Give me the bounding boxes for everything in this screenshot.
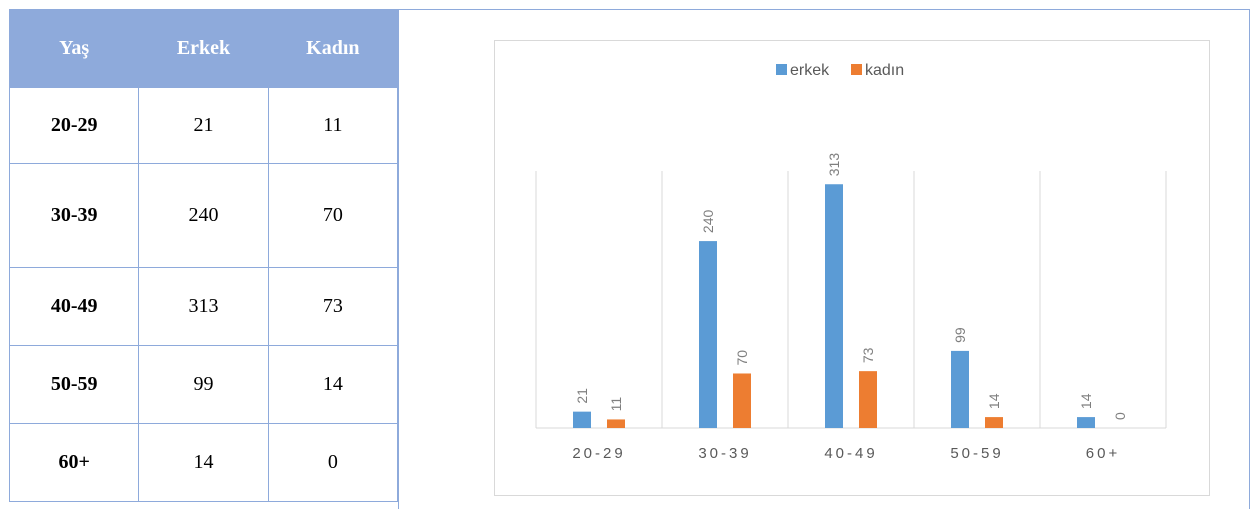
row-erkek: 14: [138, 423, 269, 502]
data-label: 21: [574, 388, 590, 404]
chart-panel: [398, 9, 1250, 509]
row-kadin: 14: [267, 345, 399, 424]
x-tick-label: 50-59: [950, 445, 1003, 462]
row-age: 30-39: [8, 163, 140, 268]
row-erkek: 313: [138, 267, 269, 346]
bar-kadin-50-59: [985, 417, 1003, 428]
table-header-row: Yaş Erkek Kadın: [8, 9, 399, 88]
row-age: 50-59: [8, 345, 140, 424]
x-tick-label: 40-49: [824, 445, 877, 462]
data-label: 14: [986, 393, 1002, 409]
legend-label-erkek: erkek: [790, 62, 830, 79]
data-label: 70: [734, 350, 750, 366]
table-row: 60+ 14 0: [8, 423, 399, 502]
bar-erkek-60+: [1077, 417, 1095, 428]
data-label: 99: [952, 327, 968, 343]
bar-kadin-30-39: [733, 373, 751, 428]
row-age: 60+: [8, 423, 140, 502]
bar-erkek-20-29: [573, 411, 591, 428]
header-kadin: Kadın: [267, 9, 399, 88]
x-tick-label: 60+: [1086, 445, 1120, 462]
x-tick-label: 30-39: [698, 445, 751, 462]
row-erkek: 21: [138, 87, 269, 164]
header-erkek: Erkek: [138, 9, 269, 88]
legend-swatch-kadin: [851, 64, 862, 75]
table-row: 30-39 240 70: [8, 163, 399, 268]
bar-chart: erkek kadın 21 11 20-29 240 70 30-39 313 73 40-49 9…: [535, 62, 1167, 462]
row-kadin: 0: [267, 423, 399, 502]
row-kadin: 70: [267, 163, 399, 268]
age-gender-table: Yaş Erkek Kadın 20-29 21 11 30-39 240 70…: [8, 9, 399, 502]
row-kadin: 11: [267, 87, 399, 164]
data-label: 0: [1112, 412, 1128, 420]
header-age: Yaş: [8, 9, 140, 88]
table-row: 40-49 313 73: [8, 267, 399, 346]
bar-erkek-50-59: [951, 350, 969, 428]
legend-label-kadin: kadın: [865, 62, 904, 79]
row-erkek: 99: [138, 345, 269, 424]
row-age: 20-29: [8, 87, 140, 164]
data-label: 14: [1078, 393, 1094, 409]
row-age: 40-49: [8, 267, 140, 346]
bar-kadin-40-49: [859, 371, 877, 428]
data-label: 240: [700, 210, 716, 234]
bar-kadin-20-29: [607, 419, 625, 428]
data-label: 73: [860, 347, 876, 363]
table-row: 20-29 21 11: [8, 87, 399, 164]
bar-erkek-30-39: [699, 241, 717, 428]
row-kadin: 73: [267, 267, 399, 346]
bar-erkek-40-49: [825, 184, 843, 428]
x-tick-label: 20-29: [572, 445, 625, 462]
data-label: 11: [608, 397, 624, 412]
table-row: 50-59 99 14: [8, 345, 399, 424]
row-erkek: 240: [138, 163, 269, 268]
legend-swatch-erkek: [776, 64, 787, 75]
data-label: 313: [826, 153, 842, 177]
